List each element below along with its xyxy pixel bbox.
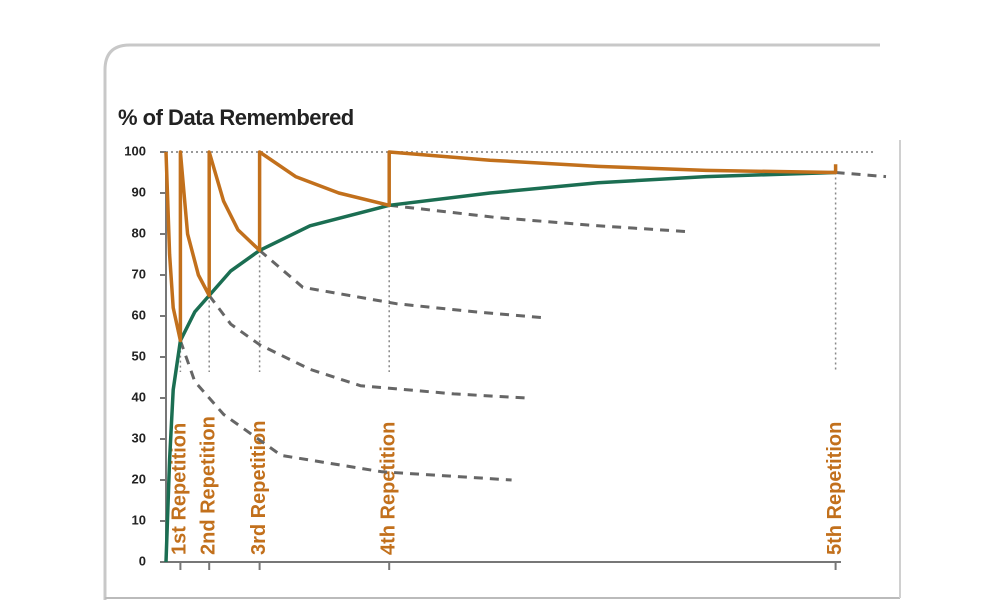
y-tick-label: 60 <box>132 307 146 322</box>
y-tick-label: 20 <box>132 471 146 486</box>
y-tick-label: 30 <box>132 430 146 445</box>
repetition-label: 5th Repetition <box>824 422 846 555</box>
chart-title: % of Data Remembered <box>118 105 354 130</box>
y-tick-label: 80 <box>132 225 146 240</box>
forgetting-curve <box>258 249 548 320</box>
y-tick-label: 10 <box>132 512 146 527</box>
y-tick-label: 70 <box>132 266 146 281</box>
y-tick-label: 50 <box>132 348 146 363</box>
y-tick-label: 100 <box>124 143 146 158</box>
repetition-label: 2nd Repetition <box>197 416 219 555</box>
repetition-label: 4th Repetition <box>377 422 399 555</box>
y-tick-label: 40 <box>132 389 146 404</box>
repetition-label: 1st Repetition <box>169 423 191 555</box>
retention-curve <box>164 150 838 343</box>
repetition-label: 3rd Repetition <box>248 421 270 555</box>
frame <box>103 43 880 600</box>
y-tick-label: 0 <box>139 553 146 568</box>
forgetting-curve <box>389 203 692 234</box>
forgetting-curve <box>208 294 527 400</box>
y-tick-label: 90 <box>132 184 146 199</box>
retention-curve <box>164 170 836 563</box>
forgetting-curve <box>178 340 512 482</box>
forgetting-curve <box>835 171 887 179</box>
